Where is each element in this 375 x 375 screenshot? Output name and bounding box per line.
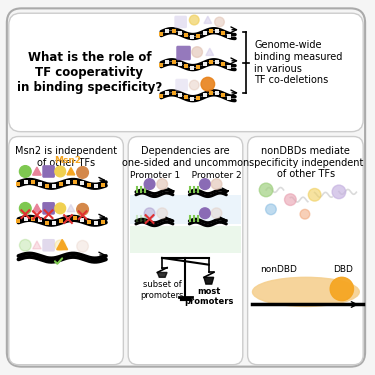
Circle shape xyxy=(55,203,66,214)
Text: subset of
promoters: subset of promoters xyxy=(141,280,184,300)
Polygon shape xyxy=(33,241,41,249)
FancyBboxPatch shape xyxy=(42,202,55,214)
Circle shape xyxy=(189,80,199,90)
Text: DBD: DBD xyxy=(333,266,353,274)
Polygon shape xyxy=(204,277,214,284)
FancyBboxPatch shape xyxy=(42,165,55,178)
Polygon shape xyxy=(67,204,75,212)
Polygon shape xyxy=(33,204,41,212)
Circle shape xyxy=(201,77,214,91)
Polygon shape xyxy=(158,273,167,277)
Text: Genome-wide
binding measured
in various
TF co-deletions: Genome-wide binding measured in various … xyxy=(254,40,343,85)
FancyBboxPatch shape xyxy=(7,8,365,367)
Polygon shape xyxy=(67,168,75,175)
Polygon shape xyxy=(33,167,41,175)
FancyBboxPatch shape xyxy=(175,79,188,92)
Text: nonDBD: nonDBD xyxy=(260,266,297,274)
FancyBboxPatch shape xyxy=(130,226,241,253)
Circle shape xyxy=(266,204,276,214)
Circle shape xyxy=(77,240,88,252)
Text: most
promoters: most promoters xyxy=(184,287,234,306)
Polygon shape xyxy=(204,16,212,23)
Text: Dependencies are
one-sided and uncommon: Dependencies are one-sided and uncommon xyxy=(122,146,249,168)
Circle shape xyxy=(330,277,354,301)
Polygon shape xyxy=(206,48,214,56)
Text: Msn2: Msn2 xyxy=(54,156,82,165)
FancyBboxPatch shape xyxy=(176,46,191,60)
Circle shape xyxy=(200,208,210,219)
Circle shape xyxy=(20,202,31,214)
Text: What is the role of
TF cooperativity
in binding specificity?: What is the role of TF cooperativity in … xyxy=(17,51,162,94)
Circle shape xyxy=(144,208,155,219)
Circle shape xyxy=(157,179,168,189)
Circle shape xyxy=(77,204,88,215)
FancyBboxPatch shape xyxy=(42,239,55,252)
Text: nonDBDs mediate
specificity independent
of other TFs: nonDBDs mediate specificity independent … xyxy=(249,146,363,179)
Circle shape xyxy=(192,47,202,57)
Circle shape xyxy=(308,189,321,201)
Circle shape xyxy=(200,179,210,189)
Circle shape xyxy=(300,209,310,219)
Circle shape xyxy=(332,185,346,199)
Circle shape xyxy=(214,17,224,27)
Circle shape xyxy=(20,166,31,177)
Text: Msn2 is independent
of other TFs: Msn2 is independent of other TFs xyxy=(15,146,117,168)
Circle shape xyxy=(157,208,168,219)
Circle shape xyxy=(211,208,222,219)
FancyBboxPatch shape xyxy=(128,136,243,365)
Circle shape xyxy=(211,179,222,189)
Circle shape xyxy=(189,15,199,25)
FancyBboxPatch shape xyxy=(130,195,241,224)
Circle shape xyxy=(77,166,88,178)
Circle shape xyxy=(20,240,31,251)
Circle shape xyxy=(144,179,155,189)
Circle shape xyxy=(259,183,273,197)
FancyBboxPatch shape xyxy=(9,13,363,132)
Ellipse shape xyxy=(252,277,359,306)
Circle shape xyxy=(55,166,66,177)
Text: Promoter 1    Promoter 2: Promoter 1 Promoter 2 xyxy=(130,171,241,180)
FancyBboxPatch shape xyxy=(174,16,187,28)
FancyBboxPatch shape xyxy=(248,136,363,365)
Circle shape xyxy=(285,194,296,206)
Polygon shape xyxy=(57,240,68,250)
Circle shape xyxy=(55,240,66,250)
FancyBboxPatch shape xyxy=(9,136,123,365)
